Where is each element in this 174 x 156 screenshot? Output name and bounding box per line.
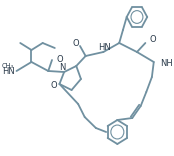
Text: NH: NH [160,59,173,68]
Text: O: O [149,36,156,44]
Text: O: O [73,39,80,49]
Text: HN: HN [98,44,111,53]
Text: O: O [51,81,57,90]
Text: HN: HN [2,68,15,76]
Text: N: N [59,63,65,73]
Text: O: O [57,54,63,63]
Text: CH₃: CH₃ [2,63,14,69]
